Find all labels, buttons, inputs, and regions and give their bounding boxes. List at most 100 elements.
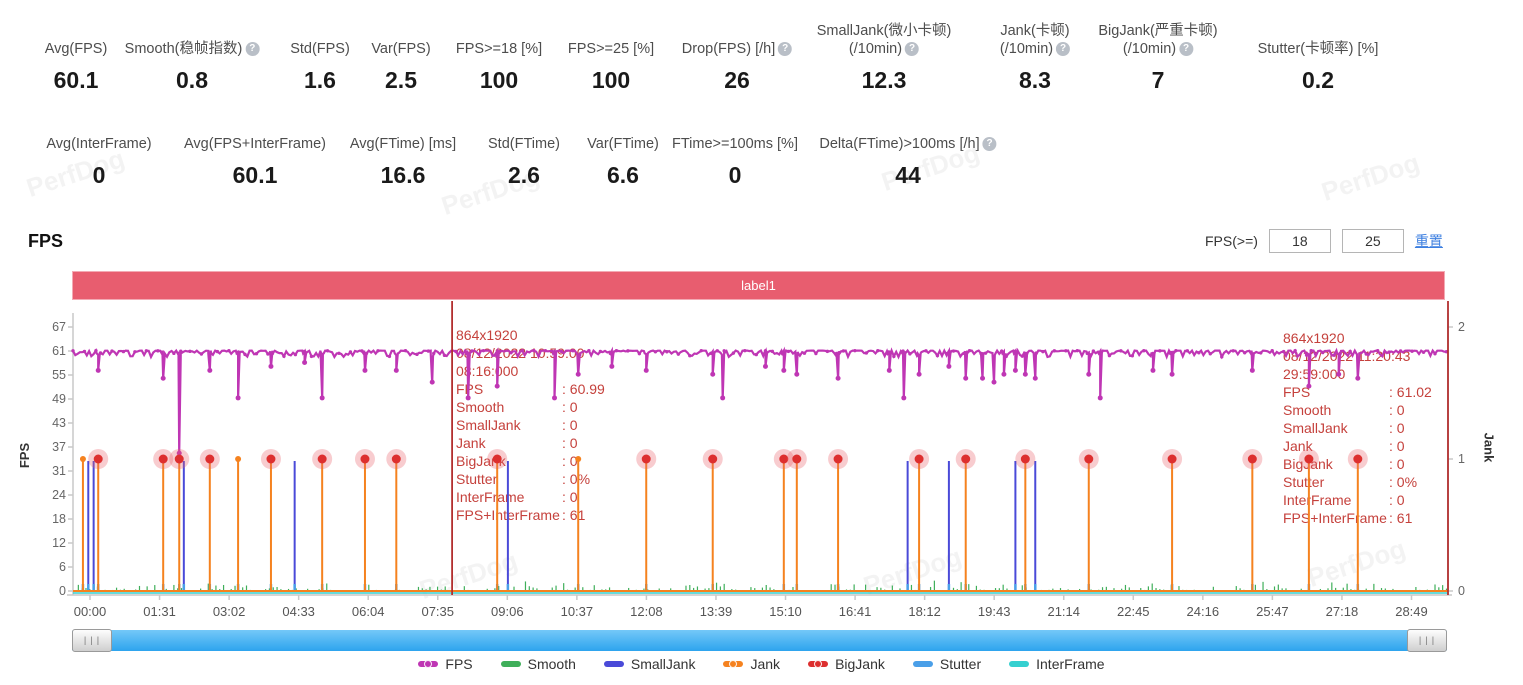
- fps-threshold-input-low[interactable]: [1268, 229, 1331, 253]
- x-axis-tick-label: 00:00: [73, 604, 107, 619]
- metric-label: FPS>=18 [%]: [455, 41, 543, 57]
- legend-marker: [603, 661, 624, 667]
- legend-label: Smooth: [527, 656, 576, 672]
- legend-marker: [1009, 661, 1030, 667]
- chart-legend: FPS Smooth SmallJank Jank BigJank Stutter Inte…: [0, 656, 1523, 672]
- metric-value: 0: [92, 162, 106, 188]
- metric-cell: FPS>=25 [%] 100: [568, 40, 654, 94]
- watermark: PerfDog: [1317, 147, 1424, 207]
- metric-label: Avg(FPS+InterFrame): [184, 136, 326, 152]
- legend-marker: [723, 660, 744, 668]
- tooltip-resolution: 864x1920: [456, 327, 518, 343]
- metric-value: 44: [895, 162, 921, 188]
- x-axis-tick-label: 24:16: [1186, 604, 1220, 619]
- metric-value: 7: [1151, 67, 1165, 93]
- legend-label: BigJank: [835, 656, 885, 672]
- tooltip-row: SmallJank: 0: [456, 417, 578, 433]
- x-axis-tick-label: 28:49: [1395, 604, 1428, 619]
- metric-value: 100: [591, 67, 631, 93]
- grip-icon: |||: [82, 635, 102, 646]
- legend-label: Jank: [750, 656, 781, 672]
- help-icon[interactable]: ?: [1056, 42, 1071, 56]
- legend-item-bigjank[interactable]: BigJank: [808, 656, 885, 672]
- metric-cell: SmallJank(微小卡顿) (/10min)? 12.3: [817, 22, 952, 94]
- legend-label: Stutter: [939, 656, 982, 672]
- metric-label: FPS>=25 [%]: [567, 41, 655, 57]
- x-axis-tick-label: 27:18: [1325, 604, 1359, 619]
- chart-label-banner: label1: [72, 271, 1445, 300]
- metric-cell: Var(FTime) 6.6: [587, 135, 659, 189]
- tooltip-elapsed: 29:59:000: [1283, 366, 1346, 382]
- y-axis-tick-label: 37: [52, 440, 66, 454]
- metric-label: Smooth(稳帧指数)?: [125, 40, 260, 58]
- fps-threshold-filter: FPS(>=) 重置: [1205, 229, 1443, 253]
- x-axis-tick-label: 25:47: [1256, 604, 1289, 619]
- metric-value: 1.6: [304, 67, 336, 93]
- metric-label: Avg(FPS): [44, 41, 108, 57]
- legend-item-smooth[interactable]: Smooth: [500, 656, 576, 672]
- metric-cell: Delta(FTime)>100ms [/h]? 44: [819, 135, 997, 189]
- y-axis-tick-label: 24: [52, 488, 66, 502]
- metric-label: FTime>=100ms [%]: [672, 136, 798, 152]
- metric-label: Avg(InterFrame): [46, 136, 152, 152]
- fps-chart[interactable]: [0, 300, 1523, 620]
- x-axis-tick-label: 16:41: [838, 604, 872, 619]
- metric-cell: Avg(FTime) [ms] 16.6: [350, 135, 456, 189]
- metric-cell: FPS>=18 [%] 100: [456, 40, 542, 94]
- y-axis-tick-label: 12: [52, 536, 66, 550]
- metric-cell: Stutter(卡顿率) [%] 0.2: [1258, 40, 1379, 94]
- x-axis-tick-label: 10:37: [560, 604, 594, 619]
- tooltip-row: Jank: 0: [1283, 438, 1405, 454]
- legend-item-fps[interactable]: FPS: [418, 656, 473, 672]
- x-axis-tick-label: 07:35: [421, 604, 455, 619]
- legend-item-jank[interactable]: Jank: [723, 656, 780, 672]
- help-icon[interactable]: ?: [905, 42, 920, 56]
- metric-cell: Smooth(稳帧指数)? 0.8: [125, 40, 260, 94]
- x-axis-tick-label: 18:12: [908, 604, 941, 619]
- y-axis-tick-label: 0: [59, 584, 66, 598]
- legend-item-smalljank[interactable]: SmallJank: [603, 656, 696, 672]
- x-axis-tick-label: 12:08: [630, 604, 663, 619]
- legend-item-stutter[interactable]: Stutter: [912, 656, 982, 672]
- help-icon[interactable]: ?: [778, 42, 793, 56]
- scrollbar-handle-left[interactable]: |||: [72, 629, 112, 652]
- x-axis-tick-label: 04:33: [282, 604, 315, 619]
- tooltip-row: Smooth: 0: [456, 399, 578, 415]
- tooltip-row: Jank: 0: [456, 435, 578, 451]
- x-axis-tick-label: 13:39: [699, 604, 733, 619]
- metric-cell: FTime>=100ms [%] 0: [672, 135, 798, 189]
- tooltip-row: InterFrame: 0: [1283, 492, 1405, 508]
- metric-label: Avg(FTime) [ms]: [349, 136, 457, 152]
- metric-value: 16.6: [380, 162, 426, 188]
- metric-cell: BigJank(严重卡顿) (/10min)? 7: [1098, 22, 1217, 94]
- legend-item-interframe[interactable]: InterFrame: [1009, 656, 1105, 672]
- y-axis-tick-label: 6: [59, 560, 66, 574]
- fps-section-title: FPS: [28, 231, 64, 251]
- fps-threshold-input-high[interactable]: [1341, 229, 1404, 253]
- metric-cell: Jank(卡顿) (/10min)? 8.3: [1000, 22, 1071, 94]
- help-icon[interactable]: ?: [982, 137, 997, 151]
- legend-label: InterFrame: [1036, 656, 1105, 672]
- legend-marker: [912, 661, 933, 667]
- tooltip-row: SmallJank: 0: [1283, 420, 1405, 436]
- scrollbar-handle-right[interactable]: |||: [1407, 629, 1447, 652]
- metric-value: 2.6: [508, 162, 540, 188]
- legend-label: SmallJank: [630, 656, 696, 672]
- metric-value: 100: [479, 67, 519, 93]
- legend-marker: [808, 660, 829, 668]
- metric-value: 60.1: [53, 67, 99, 93]
- help-icon[interactable]: ?: [1179, 42, 1194, 56]
- metric-value: 8.3: [1019, 67, 1051, 93]
- x-axis-tick-label: 15:10: [769, 604, 802, 619]
- jank-axis-tick-label: 1: [1458, 452, 1465, 466]
- metric-value: 60.1: [232, 162, 278, 188]
- jank-axis-tick-label: 2: [1458, 320, 1465, 334]
- help-icon[interactable]: ?: [245, 42, 260, 56]
- y-axis-tick-label: 31: [52, 464, 66, 478]
- reset-link[interactable]: 重置: [1414, 233, 1443, 249]
- scrollbar-track[interactable]: [72, 630, 1447, 651]
- metric-label: Stutter(卡顿率) [%]: [1257, 41, 1379, 57]
- metric-label: Var(FTime): [587, 136, 659, 152]
- legend-marker: [500, 661, 521, 667]
